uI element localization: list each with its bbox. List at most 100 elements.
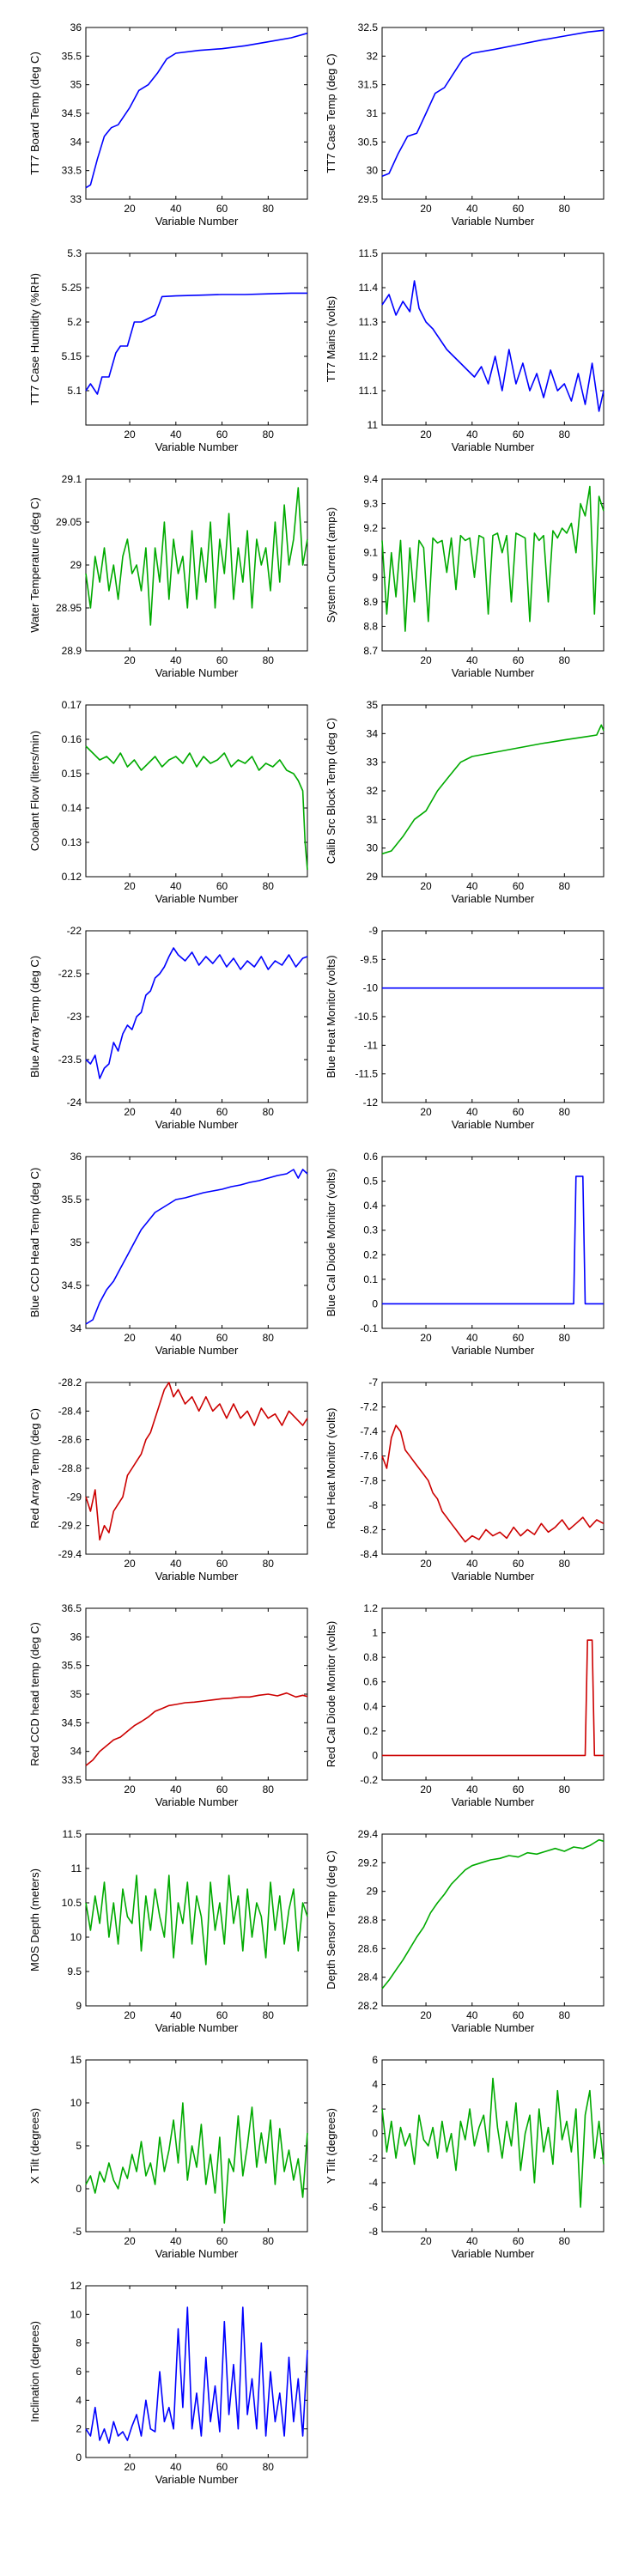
series-line — [382, 1639, 604, 1757]
y-tick-label: 9.4 — [363, 473, 378, 485]
series-line — [85, 1169, 308, 1325]
y-tick-label: 33 — [70, 193, 82, 205]
y-tick-label: 9 — [76, 2000, 82, 2012]
y-tick-label: 29.05 — [56, 516, 82, 528]
chart-panel: 20 40 60 80 -29.4 -29.2 -29 -28.8 -28.6 -28.4 -28.… — [28, 1376, 308, 1583]
y-tick-label: 9 — [372, 571, 378, 583]
y-tick-label: 5.15 — [62, 350, 82, 362]
x-tick-label: 20 — [420, 1783, 432, 1795]
y-tick-label: 29 — [367, 1886, 379, 1898]
plot-frame — [381, 478, 605, 652]
x-tick-label: 80 — [559, 428, 571, 440]
x-axis-label: Variable Number — [155, 2247, 239, 2260]
chart-panel: 20 40 60 80 8.7 8.8 8.9 9 9.1 9.2 9.3 9.4 Variable N… — [325, 473, 605, 679]
x-tick-label: 20 — [420, 880, 432, 892]
x-tick-label: 60 — [513, 1558, 525, 1570]
x-tick-label: 60 — [216, 1106, 228, 1118]
x-tick-label: 40 — [466, 1558, 478, 1570]
y-tick-label: -23.5 — [58, 1054, 82, 1066]
y-tick-label: 32.5 — [358, 21, 379, 33]
y-tick-label: 6 — [372, 2054, 378, 2066]
chart-panel: 20 40 60 80 33.5 34 34.5 35 35.5 36 36.5 Variable N… — [28, 1602, 308, 1808]
y-axis-label: MOS Depth (meters) — [28, 1868, 41, 1971]
y-tick-label: 11.3 — [359, 316, 379, 328]
x-tick-label: 40 — [466, 2009, 478, 2021]
y-tick-label: 0 — [76, 2183, 82, 2195]
series-line — [85, 2102, 308, 2224]
y-tick-label: -0.2 — [360, 1774, 378, 1786]
y-tick-label: 0.1 — [363, 1273, 378, 1285]
y-tick-label: -5 — [72, 2226, 82, 2238]
x-axis-label: Variable Number — [155, 1344, 239, 1357]
y-tick-label: 31 — [367, 813, 379, 825]
x-tick-label: 40 — [170, 2461, 182, 2473]
plot-frame — [381, 930, 605, 1103]
x-tick-label: 40 — [466, 1332, 478, 1344]
y-tick-label: -12 — [363, 1097, 379, 1109]
y-tick-label: 28.2 — [358, 2000, 379, 2012]
x-tick-label: 80 — [559, 2235, 571, 2247]
y-tick-label: -7.2 — [360, 1401, 378, 1413]
y-tick-label: 28.9 — [62, 645, 82, 657]
x-tick-label: 60 — [513, 203, 525, 215]
y-axis-label: Depth Sensor Temp (deg C) — [325, 1850, 337, 1990]
x-tick-label: 80 — [559, 880, 571, 892]
x-tick-label: 40 — [466, 2235, 478, 2247]
y-axis-label: TT7 Case Temp (deg C) — [325, 53, 337, 173]
y-tick-label: 36 — [70, 21, 82, 33]
series-line — [85, 2306, 308, 2445]
y-tick-label: -0.1 — [360, 1322, 378, 1334]
plot-frame — [85, 1156, 308, 1329]
y-tick-label: 35 — [70, 1688, 82, 1700]
y-tick-label: 29.1 — [62, 473, 82, 485]
x-tick-label: 60 — [513, 1783, 525, 1795]
series-line — [382, 1176, 604, 1305]
y-tick-label: 1 — [372, 1627, 378, 1639]
series-line — [85, 32, 308, 189]
y-tick-label: -28.6 — [58, 1434, 82, 1446]
y-tick-label: 0.2 — [363, 1249, 378, 1261]
y-tick-label: 35 — [70, 1236, 82, 1249]
y-tick-label: -7.4 — [360, 1425, 378, 1437]
x-tick-label: 20 — [124, 2009, 136, 2021]
plot-frame — [85, 2059, 308, 2233]
x-axis-label: Variable Number — [155, 1570, 239, 1583]
y-tick-label: 9.1 — [363, 547, 378, 559]
plot-frame — [381, 704, 605, 878]
series-line — [381, 1425, 605, 1543]
y-tick-label: 6 — [76, 2366, 82, 2378]
y-tick-label: 8.7 — [363, 645, 378, 657]
x-tick-label: 60 — [216, 1558, 228, 1570]
y-axis-label: Red Cal Diode Monitor (volts) — [325, 1621, 337, 1768]
x-tick-label: 80 — [263, 880, 275, 892]
x-axis-label: Variable Number — [452, 1344, 535, 1357]
y-tick-label: 30 — [367, 165, 379, 177]
y-tick-label: 4 — [76, 2394, 82, 2406]
x-tick-label: 40 — [170, 2009, 182, 2021]
x-axis-label: Variable Number — [155, 1118, 239, 1131]
x-tick-label: 80 — [263, 1106, 275, 1118]
y-tick-label: 5 — [76, 2140, 82, 2152]
y-tick-label: 0.12 — [62, 871, 82, 883]
y-tick-label: 35.5 — [62, 50, 82, 62]
y-tick-label: 33.5 — [62, 1774, 82, 1786]
plot-frame — [381, 252, 605, 426]
x-axis-label: Variable Number — [155, 1795, 239, 1808]
y-tick-label: 35 — [367, 699, 379, 711]
series-line — [85, 1382, 308, 1541]
chart-panel: 20 40 60 80 29.5 30 30.5 31 31.5 32 32.5 Variable N… — [325, 21, 605, 228]
y-tick-label: 0.8 — [363, 1651, 378, 1663]
y-tick-label: 32 — [367, 50, 379, 62]
x-tick-label: 40 — [170, 654, 182, 666]
y-tick-label: 30 — [367, 842, 379, 854]
x-tick-label: 20 — [124, 1783, 136, 1795]
y-tick-label: 28.6 — [358, 1942, 379, 1954]
y-tick-label: 29.2 — [358, 1856, 379, 1868]
y-tick-label: 9.2 — [363, 522, 378, 534]
y-tick-label: 36 — [70, 1151, 82, 1163]
y-tick-label: 0.3 — [363, 1224, 378, 1236]
x-axis-label: Variable Number — [452, 2021, 535, 2034]
x-tick-label: 60 — [513, 428, 525, 440]
x-axis-label: Variable Number — [155, 440, 239, 453]
